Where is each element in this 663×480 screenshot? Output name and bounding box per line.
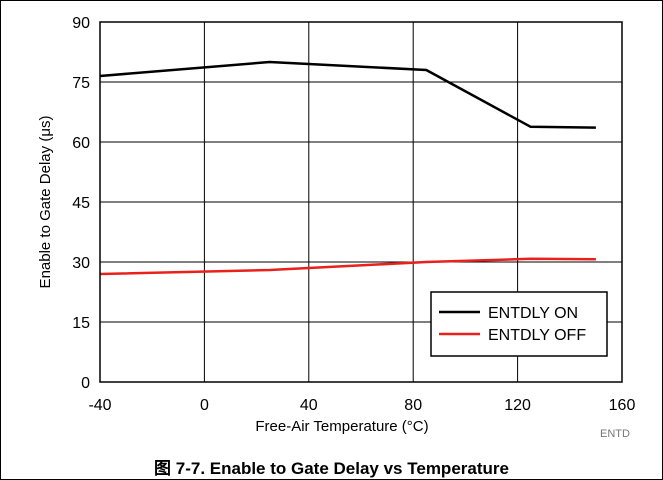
y-axis-title: Enable to Gate Delay (μs): [37, 116, 54, 289]
x-tick-label: 160: [609, 397, 636, 414]
x-tick-label: 0: [200, 397, 209, 414]
y-tick-label: 75: [72, 75, 90, 92]
series-line-entdly-off: [100, 259, 596, 274]
legend-label-entdly-on: ENTDLY ON: [488, 305, 578, 322]
y-tick-label: 60: [72, 135, 90, 152]
legend-box: [431, 292, 607, 356]
x-tick-label: -40: [88, 397, 111, 414]
y-tick-label: 15: [72, 315, 90, 332]
y-tick-label: 45: [72, 195, 90, 212]
y-tick-label: 0: [81, 375, 90, 392]
series-line-entdly-on: [100, 62, 596, 128]
x-tick-label: 40: [300, 397, 318, 414]
y-axis-ticks: 0 15 30 45 60 75 90: [72, 15, 90, 392]
legend-label-entdly-off: ENTDLY OFF: [488, 327, 586, 344]
chart-series: [100, 62, 596, 274]
source-tag: ENTD: [600, 428, 630, 440]
x-tick-label: 80: [404, 397, 422, 414]
y-tick-label: 90: [72, 15, 90, 32]
legend: ENTDLY ON ENTDLY OFF: [431, 292, 607, 356]
figure-caption: 图 7-7. Enable to Gate Delay vs Temperatu…: [0, 454, 663, 479]
x-axis-ticks: -40 0 40 80 120 160: [88, 397, 635, 414]
x-tick-label: 120: [504, 397, 531, 414]
y-tick-label: 30: [72, 255, 90, 272]
x-axis-title: Free-Air Temperature (°C): [255, 418, 428, 435]
